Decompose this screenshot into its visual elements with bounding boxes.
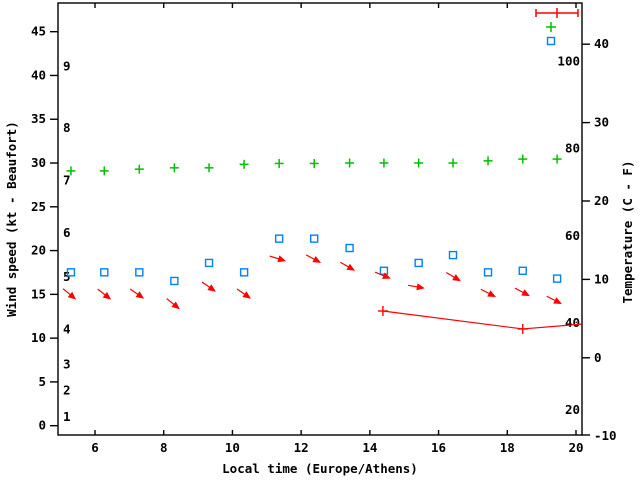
x-tick-label: 6 (91, 440, 99, 455)
y-left-tick-label: 35 (31, 111, 46, 126)
temperature-point (100, 268, 109, 277)
temperature-point (552, 274, 562, 283)
wind-arrow-head (452, 274, 461, 282)
wind-arrow-head (382, 272, 391, 279)
y-left-tick-label: 25 (31, 199, 46, 214)
y-right-tick-label: 30 (594, 115, 609, 130)
y-right-tick-label: 0 (594, 350, 602, 365)
wind-arrow-head (135, 291, 145, 299)
temperature-point (518, 266, 527, 275)
temperature-point (170, 276, 179, 286)
y-left-tick-label: 0 (38, 418, 46, 433)
beaufort-label: 3 (63, 356, 71, 371)
wind-arrow-head (521, 289, 530, 297)
temperature-point (239, 268, 249, 277)
y-left-tick-label: 15 (31, 286, 46, 301)
y-right-tick-label: 40 (594, 36, 609, 51)
temperature-point (309, 234, 319, 243)
beaufort-label: 7 (63, 173, 71, 188)
x-tick-label: 8 (160, 440, 168, 455)
y-left-tick-label: 40 (31, 67, 46, 82)
wind-arrow-head (207, 284, 216, 292)
beaufort-label: 2 (63, 383, 71, 398)
y-left-tick-label: 20 (31, 243, 46, 258)
x-tick-label: 16 (431, 440, 446, 455)
temperature-point (414, 258, 423, 268)
wind-arrow-head (67, 291, 77, 300)
x-tick-label: 12 (294, 440, 309, 455)
y-axis-title-right: Temperature (C - F) (620, 160, 635, 304)
wind-arrow-head (312, 255, 322, 263)
beaufort-label: 1 (63, 409, 71, 424)
temperature-point (66, 268, 76, 277)
x-tick-label: 14 (362, 440, 377, 455)
wind-speed-line (382, 310, 582, 330)
wind-arrow-head (416, 283, 425, 291)
wind-arrow-head (277, 255, 287, 263)
x-tick-label: 20 (568, 440, 583, 455)
fahrenheit-label: 20 (565, 402, 580, 417)
fahrenheit-label: 40 (565, 315, 580, 330)
y-left-tick-label: 45 (31, 24, 46, 39)
wind-arrow-head (102, 291, 112, 300)
wind-arrow-head (553, 297, 562, 304)
temperature-point (135, 268, 144, 277)
y-left-tick-label: 30 (31, 155, 46, 170)
temperature-point (345, 243, 354, 253)
wind-arrow-head (171, 301, 180, 310)
temperature-point (448, 250, 458, 260)
fahrenheit-label: 100 (557, 54, 580, 69)
temperature-point (379, 266, 389, 275)
y-right-tick-label: -10 (594, 428, 617, 443)
wind-arrow-head (346, 263, 356, 271)
pressure-plus-icon (546, 22, 556, 32)
wind-errorbar-icon (535, 8, 579, 18)
beaufort-label: 4 (63, 321, 71, 336)
x-tick-label: 10 (225, 440, 240, 455)
y-right-tick-label: 20 (594, 193, 609, 208)
x-axis-title: Local time (Europe/Athens) (222, 461, 418, 476)
y-right-tick-label: 10 (594, 271, 609, 286)
fahrenheit-label: 80 (565, 141, 580, 156)
wind-arrow-head (242, 291, 251, 299)
fahrenheit-label: 60 (565, 228, 580, 243)
y-axis-title-left: Wind speed (kt - Beaufort) (4, 121, 19, 317)
temperature-point (204, 258, 214, 268)
beaufort-label: 6 (63, 225, 71, 240)
temperature-point (274, 234, 284, 243)
beaufort-label: 9 (63, 59, 71, 74)
y-left-tick-label: 10 (31, 330, 46, 345)
wind-arrow-head (487, 290, 496, 297)
temperature-point (483, 268, 493, 277)
y-left-tick-label: 5 (38, 374, 46, 389)
temperature-square-icon (546, 36, 556, 46)
x-tick-label: 18 (500, 440, 515, 455)
plot-border (57, 2, 583, 436)
beaufort-label: 8 (63, 120, 71, 135)
